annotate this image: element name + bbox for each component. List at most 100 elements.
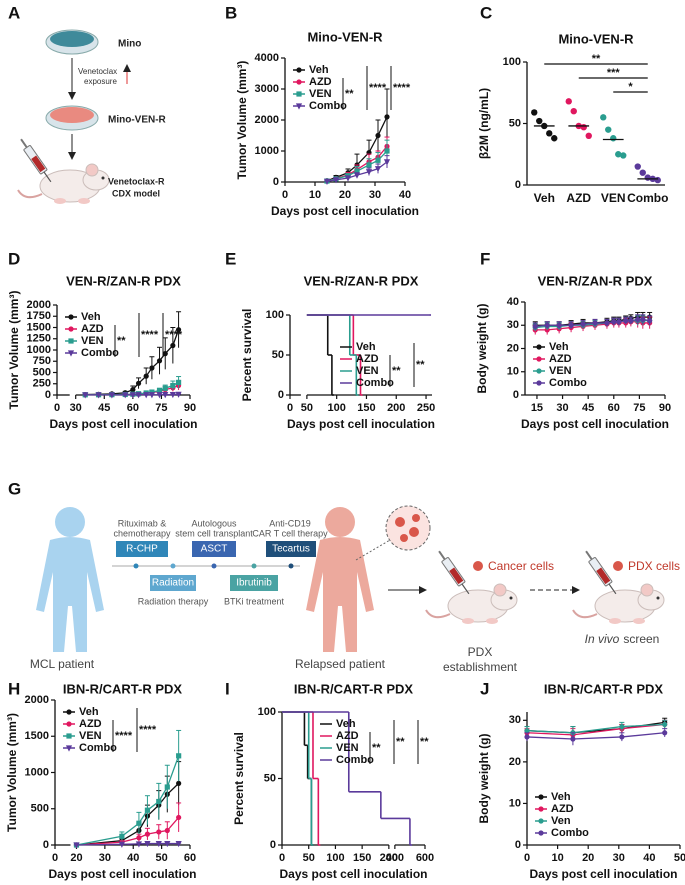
legend-label: Veh [81,311,101,323]
legend-label: AZD [81,323,104,335]
marker [375,157,381,163]
x-tick-label: 0 [279,852,285,864]
marker [162,351,168,357]
caption: CAR T cell therapy [252,528,328,538]
panel-letter: G [8,479,21,498]
caption: Autologous [191,518,237,528]
y-tick-label: 30 [507,319,519,331]
label: Venetoclax-R [108,176,165,186]
chart-title: IBN-R/CART-R PDX [63,681,182,696]
marker [296,67,302,73]
legend-label: Combo [81,347,119,359]
x-tick-label: 45 [582,402,594,414]
caption: chemotherapy [113,528,171,538]
box-label: ASCT [201,544,228,555]
marker [156,798,162,805]
marker [82,392,89,399]
x-tick-label: 0 [524,852,530,864]
dot [551,135,558,142]
y-tick-label: 0 [513,389,519,401]
x-tick-label: 30 [70,402,82,414]
significance-label: **** [139,724,157,736]
x-tick-label: 150 [353,852,371,864]
legend-label: Combo [551,827,589,839]
marker [135,392,142,399]
marker [155,840,162,848]
legend-label: Veh [549,341,569,353]
y-tick-label: 2000 [25,694,49,706]
marker [538,818,544,824]
dot [531,109,538,116]
marker [149,365,155,371]
marker [384,114,390,120]
marker [68,314,74,320]
patient-figure [36,507,104,652]
caption: stem cell transplant [175,528,253,538]
marker [135,380,142,386]
marker [384,148,390,154]
significance-label: **** [115,730,133,742]
significance-label: ** [117,335,126,347]
legend-label: VEN [81,335,104,347]
y-tick-label: 10 [507,366,519,378]
x-tick-label: 20 [582,852,594,864]
label: Cancer cells [488,559,554,573]
marker [66,709,72,715]
x-tick-label: 45 [98,402,110,414]
y-tick-label: 3000 [255,83,279,95]
caption: BTKi treatment [224,596,285,606]
x-tick-label: 200 [387,402,405,414]
label: PDX [468,645,493,659]
chart-title: Mino-VEN-R [307,29,383,44]
panel-letter: I [225,679,230,698]
y-tick-label: 50 [509,117,521,129]
x-tick-label: 75 [155,402,167,414]
caption: Rituximab & [118,518,167,528]
marker [323,178,331,185]
marker [611,319,617,325]
legend-label: AZD [551,803,574,815]
y-tick-label: 100 [503,56,521,68]
marker [536,380,542,386]
treatment: Rituximab & chemotherapy R-CHP Radiation… [113,518,328,606]
significance-label: ** [420,736,429,748]
y-axis-label: Tumor Volume (mm³) [7,291,21,410]
label: CDX model [112,188,160,198]
cells [50,107,94,123]
legend-label: Combo [309,100,347,112]
y-tick-label: 100 [266,309,284,321]
x-axis-label: Days post cell inoculation [529,867,677,881]
marker [176,814,182,821]
legend-label: AZD [549,353,572,365]
significance-label: ** [416,359,425,371]
dot [654,176,661,184]
syringe [20,138,52,183]
x-tick-label: Veh [534,191,555,205]
marker [616,319,622,325]
marker [65,745,73,752]
dot [565,98,572,105]
caption: Anti-CD19 [269,518,311,528]
label: Venetoclax [78,67,117,76]
y-axis-label: Body weight (g) [477,734,491,824]
x-axis-label: Days post cell inoculation [271,204,419,218]
significance-label: **** [369,82,387,94]
label: establishment [443,660,518,674]
marker [623,318,629,324]
legend-label: Veh [309,64,329,76]
marker [619,734,625,740]
y-axis-label: Tumor Volume (mm³) [235,61,249,180]
legend-label: Veh [356,341,376,353]
y-tick-label: 0 [515,179,521,191]
box [230,575,278,591]
marker [108,392,115,399]
y-tick-label: 1000 [25,766,49,778]
zoom-circle [385,505,431,551]
significance-label: **** [393,82,411,94]
dot [610,135,617,142]
x-tick-label: 100 [327,402,345,414]
marker [662,730,668,736]
marker [532,323,538,330]
x-tick-label: 40 [399,189,411,201]
